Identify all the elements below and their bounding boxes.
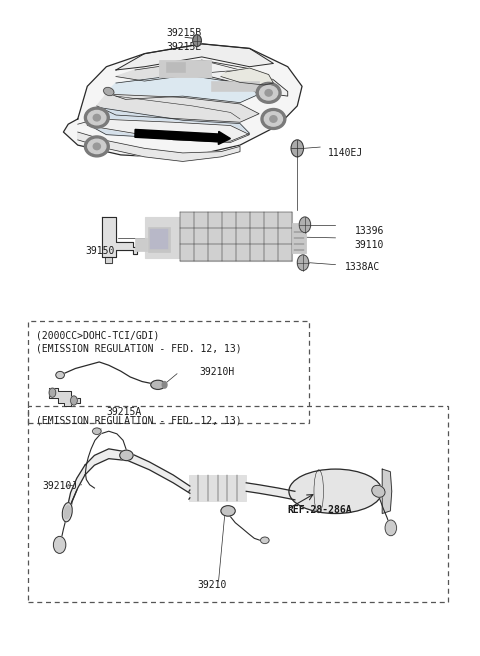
Ellipse shape (260, 86, 278, 100)
Polygon shape (221, 68, 274, 85)
FancyArrow shape (135, 129, 230, 144)
Ellipse shape (162, 382, 167, 388)
Ellipse shape (221, 506, 235, 516)
Polygon shape (382, 469, 392, 514)
Text: (2000CC>DOHC-TCI/GDI): (2000CC>DOHC-TCI/GDI) (36, 331, 160, 340)
Bar (148, 227, 170, 251)
Ellipse shape (270, 115, 277, 122)
Polygon shape (49, 388, 80, 406)
Ellipse shape (261, 537, 269, 544)
Circle shape (53, 537, 66, 554)
Text: 39150: 39150 (85, 246, 114, 256)
Ellipse shape (120, 450, 133, 461)
Circle shape (193, 35, 201, 47)
Text: 13396: 13396 (355, 226, 384, 236)
Text: 39110: 39110 (355, 240, 384, 250)
Text: 1338AC: 1338AC (345, 262, 380, 272)
Ellipse shape (84, 107, 109, 128)
Polygon shape (246, 483, 295, 500)
Text: 39215A: 39215A (107, 407, 142, 417)
Bar (135, 238, 147, 251)
Ellipse shape (56, 371, 64, 379)
Ellipse shape (151, 380, 165, 390)
Circle shape (385, 520, 396, 536)
Bar (150, 230, 168, 249)
Polygon shape (202, 60, 288, 96)
Text: 39210H: 39210H (199, 367, 235, 377)
Ellipse shape (62, 502, 72, 522)
Circle shape (297, 255, 309, 270)
Bar (159, 60, 211, 77)
Ellipse shape (265, 90, 272, 96)
Circle shape (71, 396, 77, 405)
Ellipse shape (88, 139, 106, 154)
Text: REF.28-286A: REF.28-286A (288, 504, 352, 514)
Text: 39215B: 39215B (166, 28, 201, 38)
Ellipse shape (93, 143, 100, 150)
Ellipse shape (93, 428, 101, 434)
Bar (180, 212, 292, 260)
Bar (166, 62, 185, 72)
Ellipse shape (84, 136, 109, 157)
Polygon shape (102, 217, 137, 257)
Ellipse shape (372, 485, 385, 497)
Polygon shape (63, 44, 302, 158)
Bar (292, 224, 306, 253)
Bar (189, 475, 246, 501)
Polygon shape (106, 257, 112, 262)
Polygon shape (87, 107, 250, 141)
Ellipse shape (264, 112, 282, 126)
Text: 39215E: 39215E (166, 42, 201, 52)
Ellipse shape (88, 110, 106, 125)
Ellipse shape (93, 114, 100, 121)
Text: 1140EJ: 1140EJ (328, 148, 363, 158)
Text: 39210J: 39210J (42, 481, 77, 491)
Polygon shape (107, 75, 259, 102)
Bar (94, 428, 101, 432)
Circle shape (49, 388, 56, 398)
Circle shape (291, 140, 303, 157)
Polygon shape (78, 132, 240, 161)
Ellipse shape (104, 87, 114, 96)
Polygon shape (85, 449, 190, 493)
Ellipse shape (256, 83, 281, 103)
Ellipse shape (64, 506, 70, 519)
Polygon shape (116, 60, 240, 81)
Bar (211, 81, 259, 91)
Text: 39210: 39210 (197, 580, 227, 590)
Polygon shape (97, 94, 259, 122)
Polygon shape (67, 465, 85, 516)
Text: (EMISSION REGULATION - FED. 12, 13): (EMISSION REGULATION - FED. 12, 13) (36, 343, 242, 353)
Bar (144, 217, 180, 258)
Polygon shape (78, 119, 250, 142)
Ellipse shape (261, 108, 286, 129)
Polygon shape (116, 44, 274, 70)
Text: (EMISSION REGULATION - FED. 12, 13): (EMISSION REGULATION - FED. 12, 13) (36, 415, 242, 426)
Circle shape (299, 217, 311, 233)
Ellipse shape (289, 469, 382, 514)
Bar (28, 321, 309, 422)
Bar (28, 406, 447, 602)
